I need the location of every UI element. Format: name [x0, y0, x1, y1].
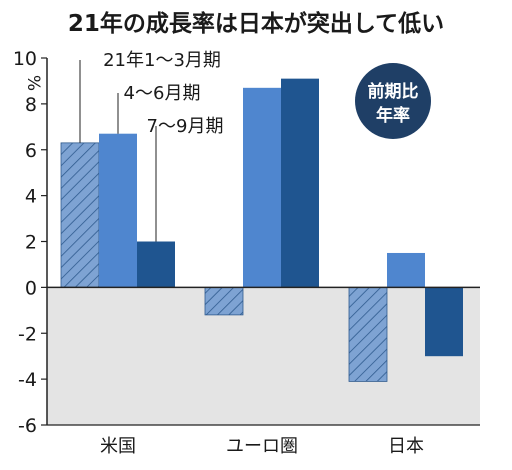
- y-tick-label: -2: [18, 323, 37, 345]
- bar-2-2: [243, 87, 281, 288]
- bar-1-1: [60, 142, 100, 288]
- bar-1-3: [348, 286, 388, 382]
- bar-3-3: [425, 287, 463, 357]
- y-tick-label: 2: [25, 232, 37, 254]
- badge-line-2: 年率: [376, 105, 410, 126]
- y-tick-label: 10: [13, 48, 37, 70]
- series-label: 21年1〜3月期: [103, 50, 221, 71]
- series-label: 7〜9月期: [147, 116, 224, 137]
- bar-2-1: [99, 133, 137, 288]
- bar-2-3: [387, 252, 425, 288]
- bar-1-2: [204, 286, 244, 316]
- bar-3-2: [281, 78, 319, 288]
- y-tick-label: 0: [25, 277, 37, 299]
- x-category-label: ユーロ圏: [226, 436, 298, 457]
- bar-3-1: [137, 241, 175, 288]
- y-tick-label: -6: [18, 415, 37, 437]
- series-label: 4〜6月期: [124, 83, 201, 104]
- badge-line-1: 前期比: [368, 81, 419, 102]
- plot-area: 10 8 6 4 2 0 -2 -4 -6% 米国 ユーロ圏 日本 21年1〜3月期 4〜6月期 7〜9月期…: [13, 48, 480, 457]
- x-category-label: 米国: [100, 436, 136, 457]
- y-tick-label: 6: [25, 140, 37, 162]
- y-tick-label: -4: [18, 369, 37, 391]
- y-tick-label: 8: [25, 94, 37, 116]
- y-tick-label: 4: [25, 186, 37, 208]
- x-category-label: 日本: [388, 436, 424, 457]
- chart-title: 21年の成長率は日本が突出して低い: [67, 11, 445, 37]
- badge-circle: [355, 63, 431, 139]
- y-axis-unit: %: [23, 75, 43, 91]
- negative-region: [47, 287, 480, 425]
